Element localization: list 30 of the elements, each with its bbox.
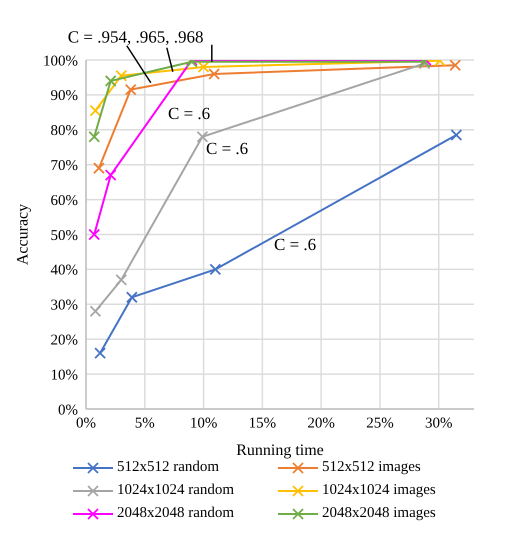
y-tick-label: 20% bbox=[50, 332, 78, 349]
y-tick-label: 80% bbox=[50, 123, 78, 140]
x-tick-label: 25% bbox=[366, 416, 394, 432]
y-tick-label: 0% bbox=[58, 402, 78, 418]
x-axis-title: Running time bbox=[236, 442, 324, 459]
annotation: C = .954, .965, .968 bbox=[68, 28, 204, 47]
y-tick-label: 70% bbox=[50, 158, 78, 174]
annotation: C = .6 bbox=[274, 235, 316, 255]
x-tick-label: 5% bbox=[134, 416, 155, 432]
legend-label: 2048x2048 random bbox=[117, 505, 234, 522]
y-tick-label: 90% bbox=[50, 88, 78, 104]
annotation: C = .6 bbox=[168, 104, 210, 124]
x-tick-label: 15% bbox=[248, 416, 276, 432]
legend-label: 1024x1024 images bbox=[322, 482, 436, 499]
y-tick-label: 30% bbox=[50, 298, 78, 314]
y-tick-label: 100% bbox=[43, 53, 78, 70]
legend-label: 1024x1024 random bbox=[117, 482, 234, 499]
y-tick-label: 40% bbox=[50, 262, 78, 279]
x-tick-label: 0% bbox=[76, 416, 96, 432]
x-tick-label: 30% bbox=[424, 416, 452, 432]
legend-label: 2048x2048 images bbox=[322, 505, 436, 522]
y-axis-title: Accuracy bbox=[14, 204, 32, 266]
y-tick-label: 50% bbox=[50, 228, 78, 244]
x-tick-label: 20% bbox=[307, 416, 335, 432]
legend-label: 512x512 images bbox=[322, 459, 421, 476]
legend-label: 512x512 random bbox=[117, 459, 220, 476]
annotation: C = .6 bbox=[206, 139, 248, 159]
y-tick-label: 60% bbox=[50, 192, 78, 209]
y-tick-label: 10% bbox=[50, 367, 78, 384]
x-tick-label: 10% bbox=[190, 416, 218, 432]
